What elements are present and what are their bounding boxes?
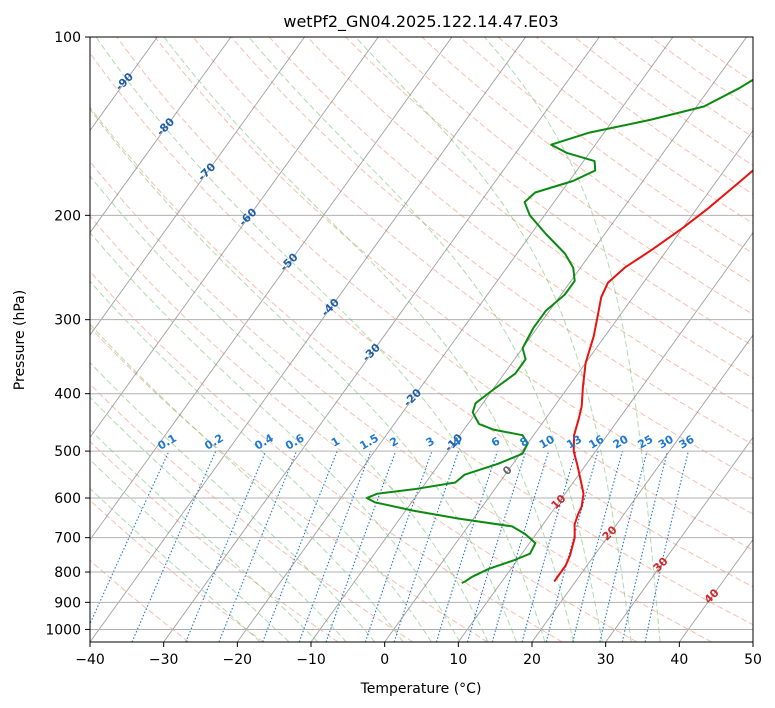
isotherm-line bbox=[90, 37, 379, 439]
mixing-ratio-line bbox=[572, 450, 623, 642]
dry-adiabat bbox=[90, 106, 753, 626]
moist-adiabat bbox=[163, 37, 575, 642]
mixing-ratio-line bbox=[185, 450, 267, 642]
isotherm-line bbox=[384, 129, 753, 642]
dry-adiabat bbox=[90, 160, 712, 642]
y-tick-label: 100 bbox=[54, 30, 81, 46]
moist-adiabat bbox=[90, 280, 432, 642]
dry-adiabat bbox=[154, 37, 753, 515]
moist-adiabat bbox=[90, 175, 489, 642]
mixing-ratio-line bbox=[466, 450, 527, 642]
dry-adiabat bbox=[90, 52, 753, 588]
y-tick-label: 500 bbox=[54, 444, 81, 460]
moist-adiabat bbox=[248, 37, 603, 642]
dewpoint-profile bbox=[365, 78, 753, 584]
x-tick-label: 30 bbox=[597, 652, 615, 668]
profile-series bbox=[365, 78, 753, 584]
moist-adiabat bbox=[484, 37, 661, 642]
mixing-ratio-line bbox=[262, 450, 338, 642]
isotherm-line bbox=[90, 37, 453, 541]
dry-adiabat bbox=[421, 37, 753, 285]
moist-adiabat bbox=[90, 428, 319, 642]
x-tick-label: 40 bbox=[670, 652, 688, 668]
y-tick-label: 400 bbox=[54, 387, 81, 403]
moist-adiabat bbox=[90, 108, 517, 642]
x-tick-label: −30 bbox=[149, 652, 179, 668]
moist-adiabat bbox=[90, 396, 347, 642]
dry-adiabat bbox=[90, 559, 190, 642]
moist-adiabat bbox=[95, 37, 546, 642]
pressure-gridlines bbox=[90, 37, 753, 630]
x-tick-label: 0 bbox=[380, 652, 389, 668]
moist-adiabat bbox=[90, 458, 290, 642]
dry-adiabat bbox=[90, 326, 488, 642]
x-tick-label: −10 bbox=[296, 652, 326, 668]
isotherm-line bbox=[310, 37, 747, 642]
y-tick-label: 700 bbox=[54, 531, 81, 547]
temperature-profile bbox=[553, 169, 753, 583]
dry-adiabat bbox=[90, 270, 563, 642]
mixing-ratio-line bbox=[599, 450, 648, 642]
y-tick-label: 1000 bbox=[45, 622, 81, 638]
isotherm-line bbox=[163, 37, 600, 642]
x-tick-label: 20 bbox=[523, 652, 541, 668]
plot-frame bbox=[89, 36, 754, 643]
dry-adiabat bbox=[345, 37, 753, 347]
isotherm-line bbox=[90, 37, 305, 336]
dry-adiabat bbox=[383, 37, 753, 315]
x-axis-label: Temperature (°C) bbox=[360, 681, 482, 697]
mixing-ratio-line bbox=[521, 450, 577, 642]
mixing-ratio-line bbox=[90, 450, 170, 626]
dry-adiabat bbox=[90, 440, 339, 642]
moist-adiabat bbox=[90, 323, 404, 642]
moist-adiabat bbox=[355, 37, 632, 642]
dry-adiabat bbox=[268, 37, 753, 412]
y-tick-label: 800 bbox=[54, 565, 81, 581]
mixing-ratio-line bbox=[218, 450, 298, 642]
moist-adiabat bbox=[90, 361, 376, 642]
isotherm-line bbox=[236, 37, 674, 642]
x-tick-label: 10 bbox=[449, 652, 467, 668]
mixing-ratio-line bbox=[325, 450, 397, 642]
y-axis-label: Pressure (hPa) bbox=[12, 290, 28, 390]
mixing-ratio-line bbox=[644, 450, 689, 642]
background-lines bbox=[90, 37, 753, 642]
isotherm-line bbox=[678, 538, 753, 642]
isotherm-line bbox=[90, 37, 232, 234]
isotherm-line bbox=[457, 231, 753, 642]
x-tick-label: −40 bbox=[75, 652, 105, 668]
y-tick-label: 200 bbox=[54, 208, 81, 224]
dry-adiabat bbox=[192, 37, 753, 480]
y-tick-label: 900 bbox=[54, 595, 81, 611]
mixing-ratio-line bbox=[621, 450, 669, 642]
chart-title: wetPf2_GN04.2025.122.14.47.E03 bbox=[283, 12, 558, 32]
y-tick-label: 300 bbox=[54, 313, 81, 329]
y-tick-label: 600 bbox=[54, 491, 81, 507]
mixing-ratio-line bbox=[435, 450, 498, 642]
axes: −40 −30 −20 −10 0 10 20 30 40 50 100 200 300 400 500 60… bbox=[45, 30, 762, 668]
x-tick-label: 50 bbox=[744, 652, 762, 668]
isotherm-line bbox=[605, 436, 753, 642]
mixing-ratio-line bbox=[364, 450, 433, 642]
mixing-ratio-line bbox=[298, 450, 372, 642]
isotherm-line bbox=[90, 37, 526, 642]
x-tick-label: −20 bbox=[223, 652, 253, 668]
isotherm-line bbox=[531, 334, 753, 642]
moist-adiabat bbox=[90, 231, 461, 642]
